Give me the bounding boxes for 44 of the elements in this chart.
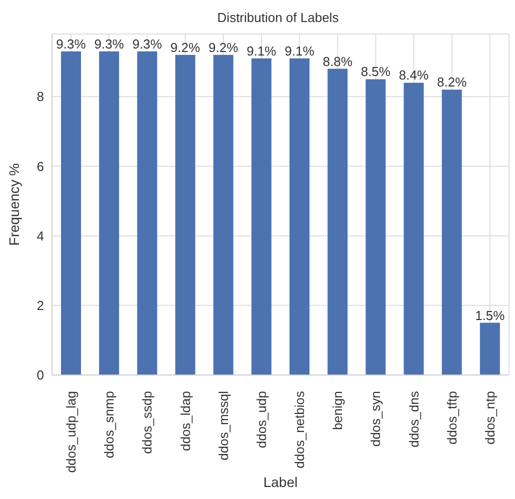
y-tick-label: 0 [36, 368, 44, 383]
x-tick-label: benign [330, 391, 346, 430]
data-label: 8.8% [322, 54, 353, 69]
x-tick-label: ddos_udp_lag [64, 391, 79, 473]
data-label: 8.5% [360, 64, 391, 80]
data-label: 8.2% [437, 74, 468, 90]
bar [480, 322, 500, 375]
x-tick-label: ddos_mssql [216, 390, 231, 460]
bar [366, 79, 386, 375]
bar [290, 58, 310, 375]
y-axis-title: Frequency % [6, 163, 22, 246]
bar [61, 51, 81, 375]
y-tick-label: 6 [36, 158, 44, 174]
x-tick-label: ddos_ssdp [140, 391, 155, 454]
bar [137, 51, 158, 375]
bar [328, 68, 348, 375]
chart-title: Distribution of Labels [217, 10, 340, 25]
data-label: 9.1% [284, 43, 315, 58]
y-tick-label: 8 [36, 89, 44, 104]
y-tick-label: 2 [36, 298, 44, 314]
x-tick-label: ddos_syn [368, 391, 384, 447]
x-axis-title: Label [263, 474, 298, 490]
y-tick-label: 4 [36, 228, 44, 244]
data-label: 9.2% [208, 40, 239, 55]
x-tick-label: ddos_snmp [102, 391, 117, 458]
data-label: 1.5% [475, 308, 506, 323]
data-label: 9.1% [246, 43, 277, 58]
x-tick-label: ddos_dns [406, 390, 422, 448]
x-tick-label: ddos_netbios [292, 390, 308, 468]
bar [404, 82, 424, 375]
bar [442, 90, 462, 375]
bar [175, 54, 196, 375]
bar [251, 58, 272, 375]
x-tick-label: ddos_ntp [482, 391, 498, 444]
bar [213, 54, 234, 375]
data-label: 9.3% [94, 36, 124, 52]
x-tick-label: ddos_tftp [444, 391, 460, 444]
data-label: 9.3% [56, 36, 86, 52]
bar [99, 51, 120, 375]
data-label: 9.2% [170, 40, 200, 55]
x-tick-label: ddos_udp [254, 391, 269, 448]
data-label: 9.3% [132, 36, 162, 52]
x-tick-label: ddos_ldap [178, 391, 193, 451]
data-label: 8.4% [398, 68, 429, 83]
